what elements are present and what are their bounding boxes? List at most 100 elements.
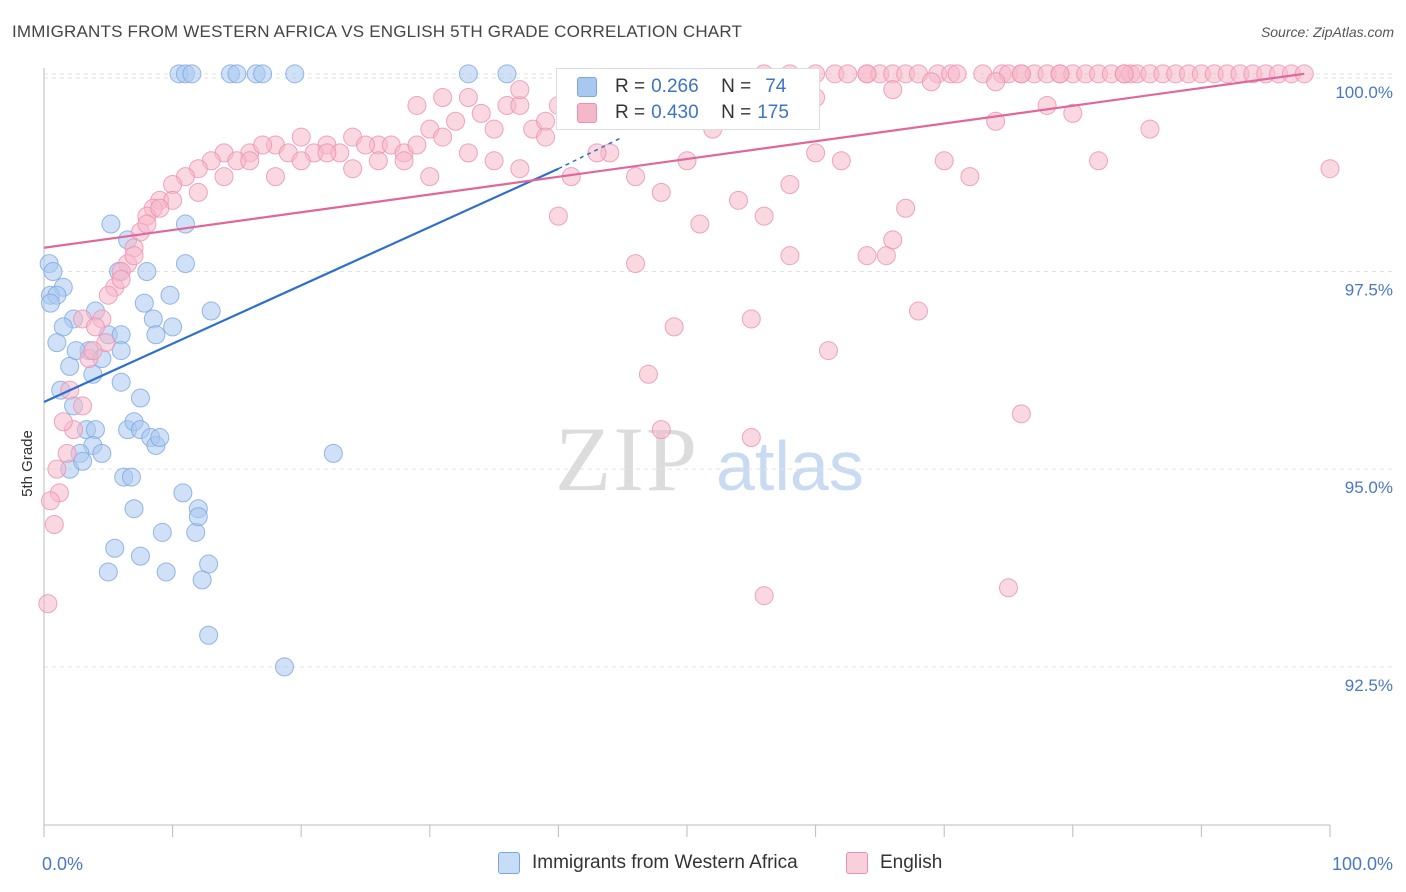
legend-row-blue: R = 0.266 N = 74 <box>577 75 786 99</box>
data-point <box>356 135 375 155</box>
data-point <box>876 246 896 266</box>
data-point <box>53 412 73 432</box>
data-point <box>160 285 180 305</box>
data-point <box>908 301 928 321</box>
legend-n-label: N = <box>721 76 752 97</box>
data-point <box>780 246 800 266</box>
watermark-atlas: atlas <box>716 427 864 505</box>
data-point <box>433 127 453 147</box>
data-point <box>101 214 121 234</box>
data-point <box>38 594 58 614</box>
data-point <box>651 182 671 202</box>
data-point <box>651 420 671 440</box>
data-point <box>394 151 414 171</box>
data-point <box>484 119 504 139</box>
x-tick-label-max: 100.0% <box>1332 854 1393 874</box>
data-point <box>175 214 195 234</box>
data-point <box>47 459 67 479</box>
data-point <box>156 562 176 582</box>
trendline-english <box>43 72 1305 249</box>
data-point <box>130 388 150 408</box>
data-point <box>121 467 141 487</box>
data-point <box>192 570 212 590</box>
data-point <box>921 72 941 92</box>
data-point <box>368 151 388 171</box>
data-point <box>253 64 273 84</box>
data-point <box>83 341 103 361</box>
data-point <box>780 175 800 195</box>
y-tick-label: 97.5% <box>1345 280 1393 299</box>
legend-r-label: R = <box>615 102 646 123</box>
data-point <box>497 64 517 84</box>
data-point <box>47 333 67 353</box>
data-point <box>152 522 172 542</box>
data-point <box>587 143 607 163</box>
data-point <box>111 372 131 392</box>
data-point <box>818 341 838 361</box>
data-point <box>253 135 273 155</box>
x-tick-label-min: 0.0% <box>42 854 83 874</box>
y-tick-label: 100.0% <box>1335 83 1393 102</box>
data-point <box>98 285 118 305</box>
data-point <box>85 420 105 440</box>
pink-swatch <box>577 103 597 123</box>
data-point <box>343 159 363 179</box>
y-tick-label: 92.5% <box>1345 676 1393 695</box>
data-point <box>806 143 826 163</box>
data-point <box>274 657 294 677</box>
data-point <box>214 167 234 187</box>
data-point <box>143 309 163 329</box>
data-point <box>40 491 60 511</box>
data-point <box>323 443 343 463</box>
data-point <box>240 151 260 171</box>
bottom-legend-blue: Immigrants from Western Africa <box>498 852 798 874</box>
data-point <box>182 64 202 84</box>
data-point <box>317 143 337 163</box>
data-point <box>124 246 144 266</box>
data-point <box>857 246 877 266</box>
data-point <box>291 127 311 147</box>
trendline-western-africa <box>43 167 559 403</box>
pink-legend-swatch <box>846 852 868 874</box>
data-point <box>754 586 774 606</box>
data-point <box>471 103 491 123</box>
data-point <box>638 364 658 384</box>
data-point <box>1114 64 1134 84</box>
legend-n-label: N = <box>721 102 752 123</box>
trendline-extension <box>558 136 624 170</box>
stats-legend: R = 0.266 N = 74 R = 0.430 N = 175 <box>556 68 820 130</box>
data-point <box>130 546 150 566</box>
data-point <box>999 578 1018 598</box>
data-point <box>536 111 556 131</box>
data-point <box>1011 64 1031 84</box>
data-point <box>265 167 285 187</box>
data-point <box>728 190 748 210</box>
data-point <box>199 554 219 574</box>
legend-n-value: 74 <box>765 76 787 97</box>
data-point <box>754 206 774 226</box>
data-point <box>1050 64 1070 84</box>
data-point <box>1140 119 1160 139</box>
data-point <box>285 64 305 84</box>
blue-legend-swatch <box>498 852 520 874</box>
data-point <box>484 151 504 171</box>
data-point <box>407 95 427 115</box>
data-point <box>134 293 154 313</box>
blue-swatch <box>577 77 597 97</box>
legend-row-pink: R = 0.430 N = 175 <box>577 101 789 125</box>
data-point <box>40 293 60 313</box>
data-point <box>124 499 144 519</box>
data-point <box>960 167 980 187</box>
data-point <box>664 317 684 337</box>
data-point <box>188 182 208 202</box>
data-point <box>1320 159 1340 179</box>
legend-r-value: 0.266 <box>651 76 699 97</box>
data-point <box>986 72 1006 92</box>
data-point <box>458 64 478 84</box>
data-point <box>1063 103 1083 123</box>
data-point <box>407 135 427 155</box>
data-point <box>1037 95 1057 115</box>
data-point <box>92 443 112 463</box>
data-point <box>53 317 73 337</box>
data-point <box>626 167 646 187</box>
